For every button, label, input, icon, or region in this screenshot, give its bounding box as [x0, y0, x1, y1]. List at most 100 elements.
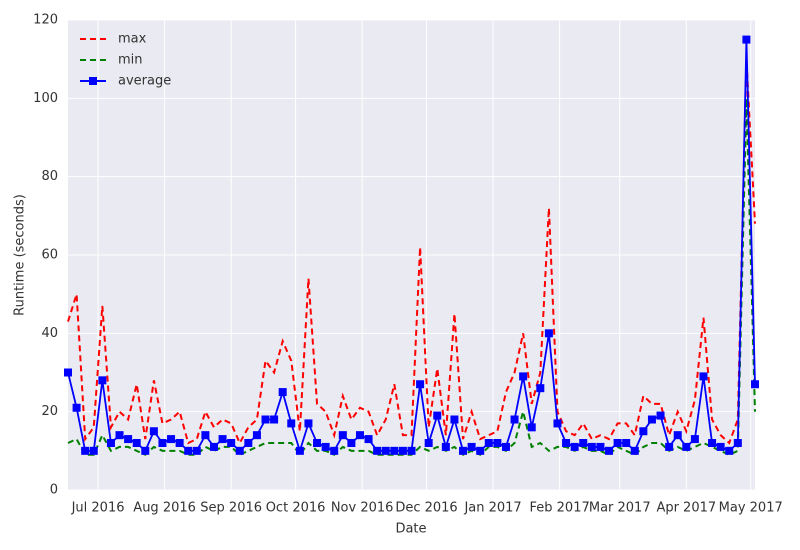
- marker: [708, 439, 717, 447]
- marker: [613, 439, 622, 447]
- marker: [304, 419, 313, 428]
- marker: [553, 419, 562, 428]
- y-tick-label: 120: [33, 13, 58, 28]
- marker: [330, 446, 339, 455]
- marker: [484, 439, 493, 447]
- marker: [536, 384, 545, 393]
- marker: [244, 439, 253, 447]
- y-tick-label: 20: [41, 404, 58, 419]
- marker: [149, 427, 158, 436]
- y-axis-label: Runtime (seconds): [13, 194, 28, 316]
- x-tick-label: Aug 2016: [133, 501, 196, 516]
- marker: [665, 442, 674, 451]
- marker: [373, 446, 382, 455]
- marker: [390, 446, 399, 455]
- marker: [570, 442, 579, 451]
- marker: [476, 446, 485, 455]
- x-tick-label: Jan 2017: [463, 501, 521, 516]
- marker: [716, 442, 725, 451]
- x-tick-label: Apr 2017: [656, 501, 716, 516]
- y-tick-label: 100: [33, 91, 58, 106]
- marker: [605, 446, 614, 455]
- marker: [252, 431, 261, 440]
- x-axis-label: Date: [395, 522, 426, 537]
- legend-label: min: [118, 53, 143, 68]
- marker: [527, 423, 536, 432]
- marker: [287, 419, 296, 428]
- marker: [467, 442, 476, 451]
- marker: [424, 439, 433, 447]
- marker: [270, 415, 279, 424]
- marker: [639, 427, 648, 436]
- marker: [579, 439, 588, 447]
- marker: [519, 372, 528, 381]
- y-tick-label: 60: [41, 248, 58, 263]
- x-tick-label: Jul 2016: [71, 501, 125, 516]
- marker: [622, 439, 631, 447]
- marker: [587, 442, 596, 451]
- marker: [201, 431, 210, 440]
- marker: [167, 435, 176, 444]
- marker: [141, 446, 150, 455]
- marker: [656, 411, 665, 420]
- marker: [218, 435, 227, 444]
- y-tick-label: 0: [50, 483, 58, 498]
- marker: [407, 446, 416, 455]
- marker: [175, 439, 184, 447]
- marker: [647, 415, 656, 424]
- marker: [295, 446, 304, 455]
- marker: [381, 446, 390, 455]
- marker: [227, 439, 236, 447]
- series-line: [67, 59, 756, 446]
- marker: [544, 329, 553, 338]
- marker: [699, 372, 708, 381]
- marker: [673, 431, 682, 440]
- legend-label: max: [118, 32, 147, 47]
- x-tick-label: Dec 2016: [395, 501, 457, 516]
- marker: [596, 442, 605, 451]
- marker: [124, 435, 133, 444]
- marker: [235, 446, 244, 455]
- marker: [510, 415, 519, 424]
- legend-label: average: [118, 74, 171, 89]
- marker: [355, 431, 364, 440]
- marker: [321, 442, 330, 451]
- marker: [725, 446, 734, 455]
- marker: [209, 442, 218, 451]
- marker: [313, 439, 322, 447]
- marker: [192, 446, 201, 455]
- marker: [733, 439, 742, 447]
- marker: [630, 446, 639, 455]
- marker: [562, 439, 571, 447]
- marker: [742, 35, 751, 44]
- marker: [132, 439, 141, 447]
- marker: [433, 411, 442, 420]
- marker: [682, 442, 691, 451]
- marker: [115, 431, 124, 440]
- marker: [501, 442, 510, 451]
- marker: [81, 446, 90, 455]
- marker: [158, 439, 167, 447]
- marker: [338, 431, 347, 440]
- marker: [89, 446, 98, 455]
- marker: [278, 388, 287, 397]
- x-tick-label: Nov 2016: [331, 501, 394, 516]
- marker: [459, 446, 468, 455]
- marker: [450, 415, 459, 424]
- marker: [64, 368, 72, 377]
- y-tick-label: 80: [41, 169, 58, 184]
- x-tick-label: Sep 2016: [200, 501, 262, 516]
- x-tick-label: Feb 2017: [530, 501, 590, 516]
- marker: [98, 376, 107, 385]
- marker: [416, 380, 425, 389]
- legend-marker: [89, 77, 97, 85]
- y-tick-label: 40: [41, 326, 58, 341]
- marker: [261, 415, 270, 424]
- x-tick-label: Oct 2016: [266, 501, 326, 516]
- marker: [106, 439, 115, 447]
- marker: [751, 380, 759, 389]
- marker: [398, 446, 407, 455]
- marker: [690, 435, 699, 444]
- marker: [72, 403, 81, 412]
- x-tick-label: May 2017: [719, 501, 783, 516]
